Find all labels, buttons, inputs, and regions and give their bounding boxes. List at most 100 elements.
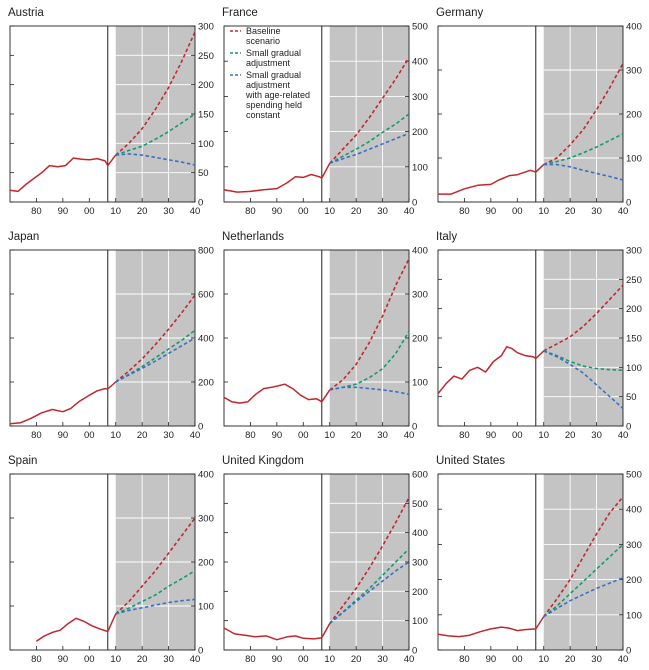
y-tick-label: 500	[412, 499, 428, 510]
series-hist	[437, 616, 545, 638]
y-tick-label: 0	[412, 422, 417, 433]
legend-label: with age-related	[245, 90, 310, 100]
y-tick-label: 0	[198, 198, 203, 209]
x-tick-label: 40	[618, 206, 629, 217]
y-tick-label: 100	[198, 602, 214, 613]
y-tick-label: 600	[198, 290, 214, 301]
x-tick-label: 30	[377, 430, 388, 441]
panel-united-states: United States 0 100 200 300 400 500 80 90 00 10 20 3…	[436, 455, 642, 665]
x-tick-label: 40	[190, 654, 201, 665]
x-tick-label: 90	[486, 654, 497, 665]
x-tick-label: 10	[538, 654, 549, 665]
x-tick-label: 80	[459, 206, 470, 217]
y-tick-label: 50	[626, 392, 637, 403]
y-tick-label: 200	[412, 334, 428, 345]
y-tick-label: 500	[412, 22, 428, 33]
x-tick-label: 00	[512, 430, 523, 441]
y-tick-label: 0	[626, 422, 631, 433]
y-tick-label: 0	[626, 646, 631, 657]
series-constant	[115, 598, 196, 615]
y-tick-label: 300	[412, 92, 428, 103]
series-hist	[223, 162, 331, 193]
legend-label: adjustment	[246, 80, 291, 90]
x-tick-label: 80	[245, 206, 256, 217]
series-baseline	[543, 496, 624, 618]
series-baseline	[329, 258, 410, 391]
x-tick-label: 30	[591, 654, 602, 665]
x-tick-label: 30	[591, 206, 602, 217]
x-tick-label: 20	[565, 206, 576, 217]
y-tick-label: 100	[412, 616, 428, 627]
legend-label: constant	[246, 110, 281, 120]
y-tick-label: 800	[198, 246, 214, 257]
panel-title: Netherlands	[222, 231, 284, 243]
x-tick-label: 80	[31, 206, 42, 217]
x-tick-label: 20	[565, 430, 576, 441]
series-baseline	[115, 31, 196, 156]
y-tick-label: 400	[412, 528, 428, 539]
x-tick-label: 00	[84, 430, 95, 441]
y-tick-label: 200	[626, 575, 642, 586]
series-hist	[9, 154, 117, 193]
panel-title: Italy	[436, 231, 457, 243]
series-baseline	[329, 57, 410, 164]
y-tick-label: 50	[198, 168, 209, 179]
plot-frame	[437, 473, 624, 651]
y-tick-label: 600	[412, 470, 428, 481]
series-gradual	[543, 350, 624, 372]
projection-shade	[329, 26, 409, 202]
x-tick-label: 20	[351, 654, 362, 665]
x-tick-label: 40	[404, 206, 415, 217]
panel-spain: Spain 0 100 200 300 400 80 90 00 10 20 30 40	[8, 455, 214, 665]
x-tick-label: 20	[137, 206, 148, 217]
panel-title: United Kingdom	[222, 455, 304, 467]
y-tick-label: 250	[198, 51, 214, 62]
x-tick-label: 00	[298, 430, 309, 441]
x-tick-label: 90	[486, 430, 497, 441]
y-tick-label: 0	[412, 198, 417, 209]
x-tick-label: 20	[565, 654, 576, 665]
x-tick-label: 10	[324, 206, 335, 217]
panel-japan: Japan 0 200 400 600 800 80 90 00 10 20 30 40	[8, 231, 214, 441]
series-hist	[9, 381, 117, 425]
y-tick-label: 200	[626, 110, 642, 121]
x-tick-label: 30	[377, 654, 388, 665]
x-tick-label: 90	[272, 654, 283, 665]
x-tick-label: 40	[190, 430, 201, 441]
series-baseline	[329, 497, 410, 625]
x-tick-label: 30	[377, 206, 388, 217]
y-tick-label: 100	[626, 610, 642, 621]
x-tick-label: 80	[245, 430, 256, 441]
x-tick-label: 40	[404, 430, 415, 441]
x-tick-label: 90	[58, 206, 69, 217]
x-tick-label: 20	[137, 430, 148, 441]
y-tick-label: 400	[626, 505, 642, 516]
x-tick-label: 90	[272, 206, 283, 217]
y-tick-label: 300	[626, 66, 642, 77]
series-constant	[329, 132, 410, 165]
x-tick-label: 40	[618, 654, 629, 665]
y-tick-label: 400	[412, 246, 428, 257]
y-tick-label: 300	[412, 290, 428, 301]
y-tick-label: 0	[198, 422, 203, 433]
series-hist	[437, 346, 545, 395]
x-tick-label: 80	[31, 654, 42, 665]
x-tick-label: 10	[324, 654, 335, 665]
x-tick-label: 00	[298, 654, 309, 665]
x-tick-label: 40	[618, 430, 629, 441]
y-tick-label: 500	[626, 470, 642, 481]
y-tick-label: 200	[198, 80, 214, 91]
series-gradual	[115, 113, 196, 156]
x-tick-label: 00	[512, 206, 523, 217]
panel-title: Germany	[436, 7, 484, 19]
y-tick-label: 200	[198, 558, 214, 569]
projection-shade	[543, 474, 623, 650]
series-gradual	[115, 570, 196, 615]
x-tick-label: 20	[351, 430, 362, 441]
y-tick-label: 150	[198, 110, 214, 121]
series-constant	[329, 386, 410, 396]
series-constant	[115, 337, 196, 383]
series-constant	[543, 350, 624, 409]
panel-title: Austria	[8, 7, 44, 19]
